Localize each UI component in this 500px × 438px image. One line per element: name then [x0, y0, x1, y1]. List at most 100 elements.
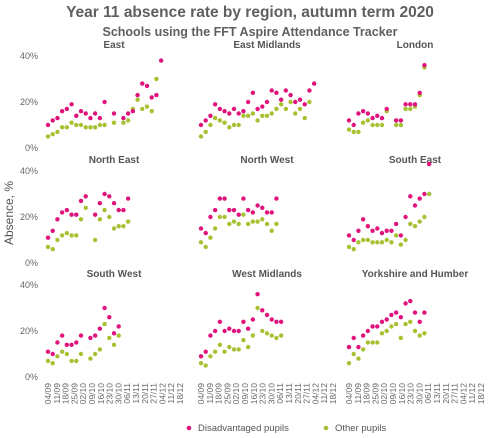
- point-other: [351, 129, 356, 135]
- point-other: [236, 347, 241, 352]
- point-disadvantaged: [274, 319, 279, 324]
- point-other: [116, 333, 121, 338]
- point-other: [351, 247, 356, 252]
- point-disadvantaged: [45, 235, 51, 240]
- point-other: [245, 113, 251, 119]
- point-disadvantaged: [50, 228, 55, 233]
- point-disadvantaged: [83, 111, 88, 116]
- point-other: [274, 221, 279, 227]
- point-disadvantaged: [45, 122, 51, 128]
- legend-disadvantaged-marker: [186, 425, 192, 431]
- point-other: [208, 122, 213, 128]
- point-other: [379, 240, 385, 245]
- point-other: [356, 240, 361, 245]
- point-other: [403, 321, 408, 327]
- y-tick-label: 40%: [20, 166, 38, 176]
- point-other: [260, 113, 265, 119]
- point-disadvantaged: [55, 340, 60, 345]
- point-other: [64, 125, 70, 130]
- point-disadvantaged: [217, 196, 223, 201]
- x-tick-label: 30/10: [113, 383, 123, 405]
- point-disadvantaged: [288, 92, 293, 98]
- x-tick-label: 04/09: [196, 383, 206, 405]
- x-tick-label: 20/11: [441, 383, 451, 404]
- chart-title: Year 11 absence rate by region, autumn t…: [66, 4, 434, 21]
- point-disadvantaged: [236, 212, 241, 217]
- point-disadvantaged: [264, 210, 270, 215]
- x-tick-label: 09/10: [240, 383, 250, 405]
- point-other: [346, 361, 352, 366]
- point-disadvantaged: [212, 328, 218, 334]
- point-disadvantaged: [283, 88, 289, 93]
- legend: Disadvantaged pupils Other pupils: [186, 423, 386, 434]
- x-tick-label: 11/12: [467, 383, 477, 404]
- x-tick-label: 18/09: [214, 383, 224, 405]
- legend-other-marker: [323, 425, 329, 431]
- point-disadvantaged: [217, 319, 223, 324]
- point-other: [356, 129, 361, 135]
- point-other: [111, 226, 117, 231]
- point-other: [370, 340, 375, 345]
- point-other: [97, 217, 103, 222]
- point-disadvantaged: [149, 95, 154, 100]
- point-disadvantaged: [231, 106, 237, 112]
- y-tick-label: 20%: [20, 97, 38, 107]
- panel-east: East 0% 20% 40%: [20, 40, 164, 153]
- point-other: [379, 122, 385, 128]
- point-other: [360, 120, 366, 125]
- point-disadvantaged: [393, 118, 399, 123]
- point-disadvantaged: [417, 319, 422, 324]
- point-other: [212, 349, 218, 354]
- x-tick-label: 06/11: [275, 383, 285, 404]
- point-other: [417, 333, 422, 338]
- point-disadvantaged: [346, 118, 352, 123]
- point-disadvantaged: [250, 90, 256, 96]
- point-other: [198, 240, 204, 245]
- point-other: [59, 349, 65, 354]
- point-other: [59, 233, 65, 238]
- x-tick-label: 18/12: [175, 383, 185, 405]
- point-other: [389, 240, 394, 245]
- point-disadvantaged: [408, 102, 413, 107]
- point-other: [107, 214, 112, 220]
- point-disadvantaged: [227, 207, 232, 213]
- point-other: [222, 214, 227, 220]
- x-tick-label: 25/09: [69, 383, 79, 405]
- point-other: [83, 125, 88, 130]
- y-tick-label: 0%: [25, 258, 38, 268]
- point-disadvantaged: [393, 221, 399, 227]
- point-other: [102, 207, 107, 213]
- point-disadvantaged: [236, 328, 241, 334]
- point-disadvantaged: [360, 333, 366, 338]
- point-disadvantaged: [227, 111, 232, 116]
- x-tick-label: 09/10: [388, 383, 398, 405]
- point-disadvantaged: [69, 102, 74, 107]
- point-disadvantaged: [250, 317, 256, 322]
- point-disadvantaged: [370, 115, 375, 121]
- point-disadvantaged: [116, 324, 121, 329]
- x-tick-label: 16/10: [96, 383, 106, 405]
- x-tick-label: 16/10: [249, 383, 259, 405]
- x-tick-label: 04/09: [344, 383, 354, 405]
- point-other: [278, 102, 284, 107]
- point-other: [45, 134, 51, 139]
- point-disadvantaged: [45, 349, 51, 354]
- point-other: [217, 118, 223, 123]
- point-disadvantaged: [222, 328, 227, 334]
- x-tick-label: 18/12: [328, 383, 338, 405]
- point-disadvantaged: [408, 194, 413, 199]
- panel-title: South East: [389, 155, 442, 166]
- point-disadvantaged: [135, 92, 140, 98]
- point-other: [125, 118, 131, 123]
- point-other: [307, 99, 312, 105]
- point-disadvantaged: [412, 203, 418, 208]
- point-disadvantaged: [365, 328, 371, 334]
- x-tick-label: 30/10: [266, 383, 276, 405]
- point-disadvantaged: [107, 194, 112, 199]
- point-other: [50, 132, 55, 137]
- point-disadvantaged: [222, 196, 227, 201]
- x-tick-label: 06/11: [122, 383, 132, 404]
- x-tick-label: 06/11: [423, 383, 433, 404]
- point-other: [293, 111, 298, 116]
- point-other: [412, 328, 418, 334]
